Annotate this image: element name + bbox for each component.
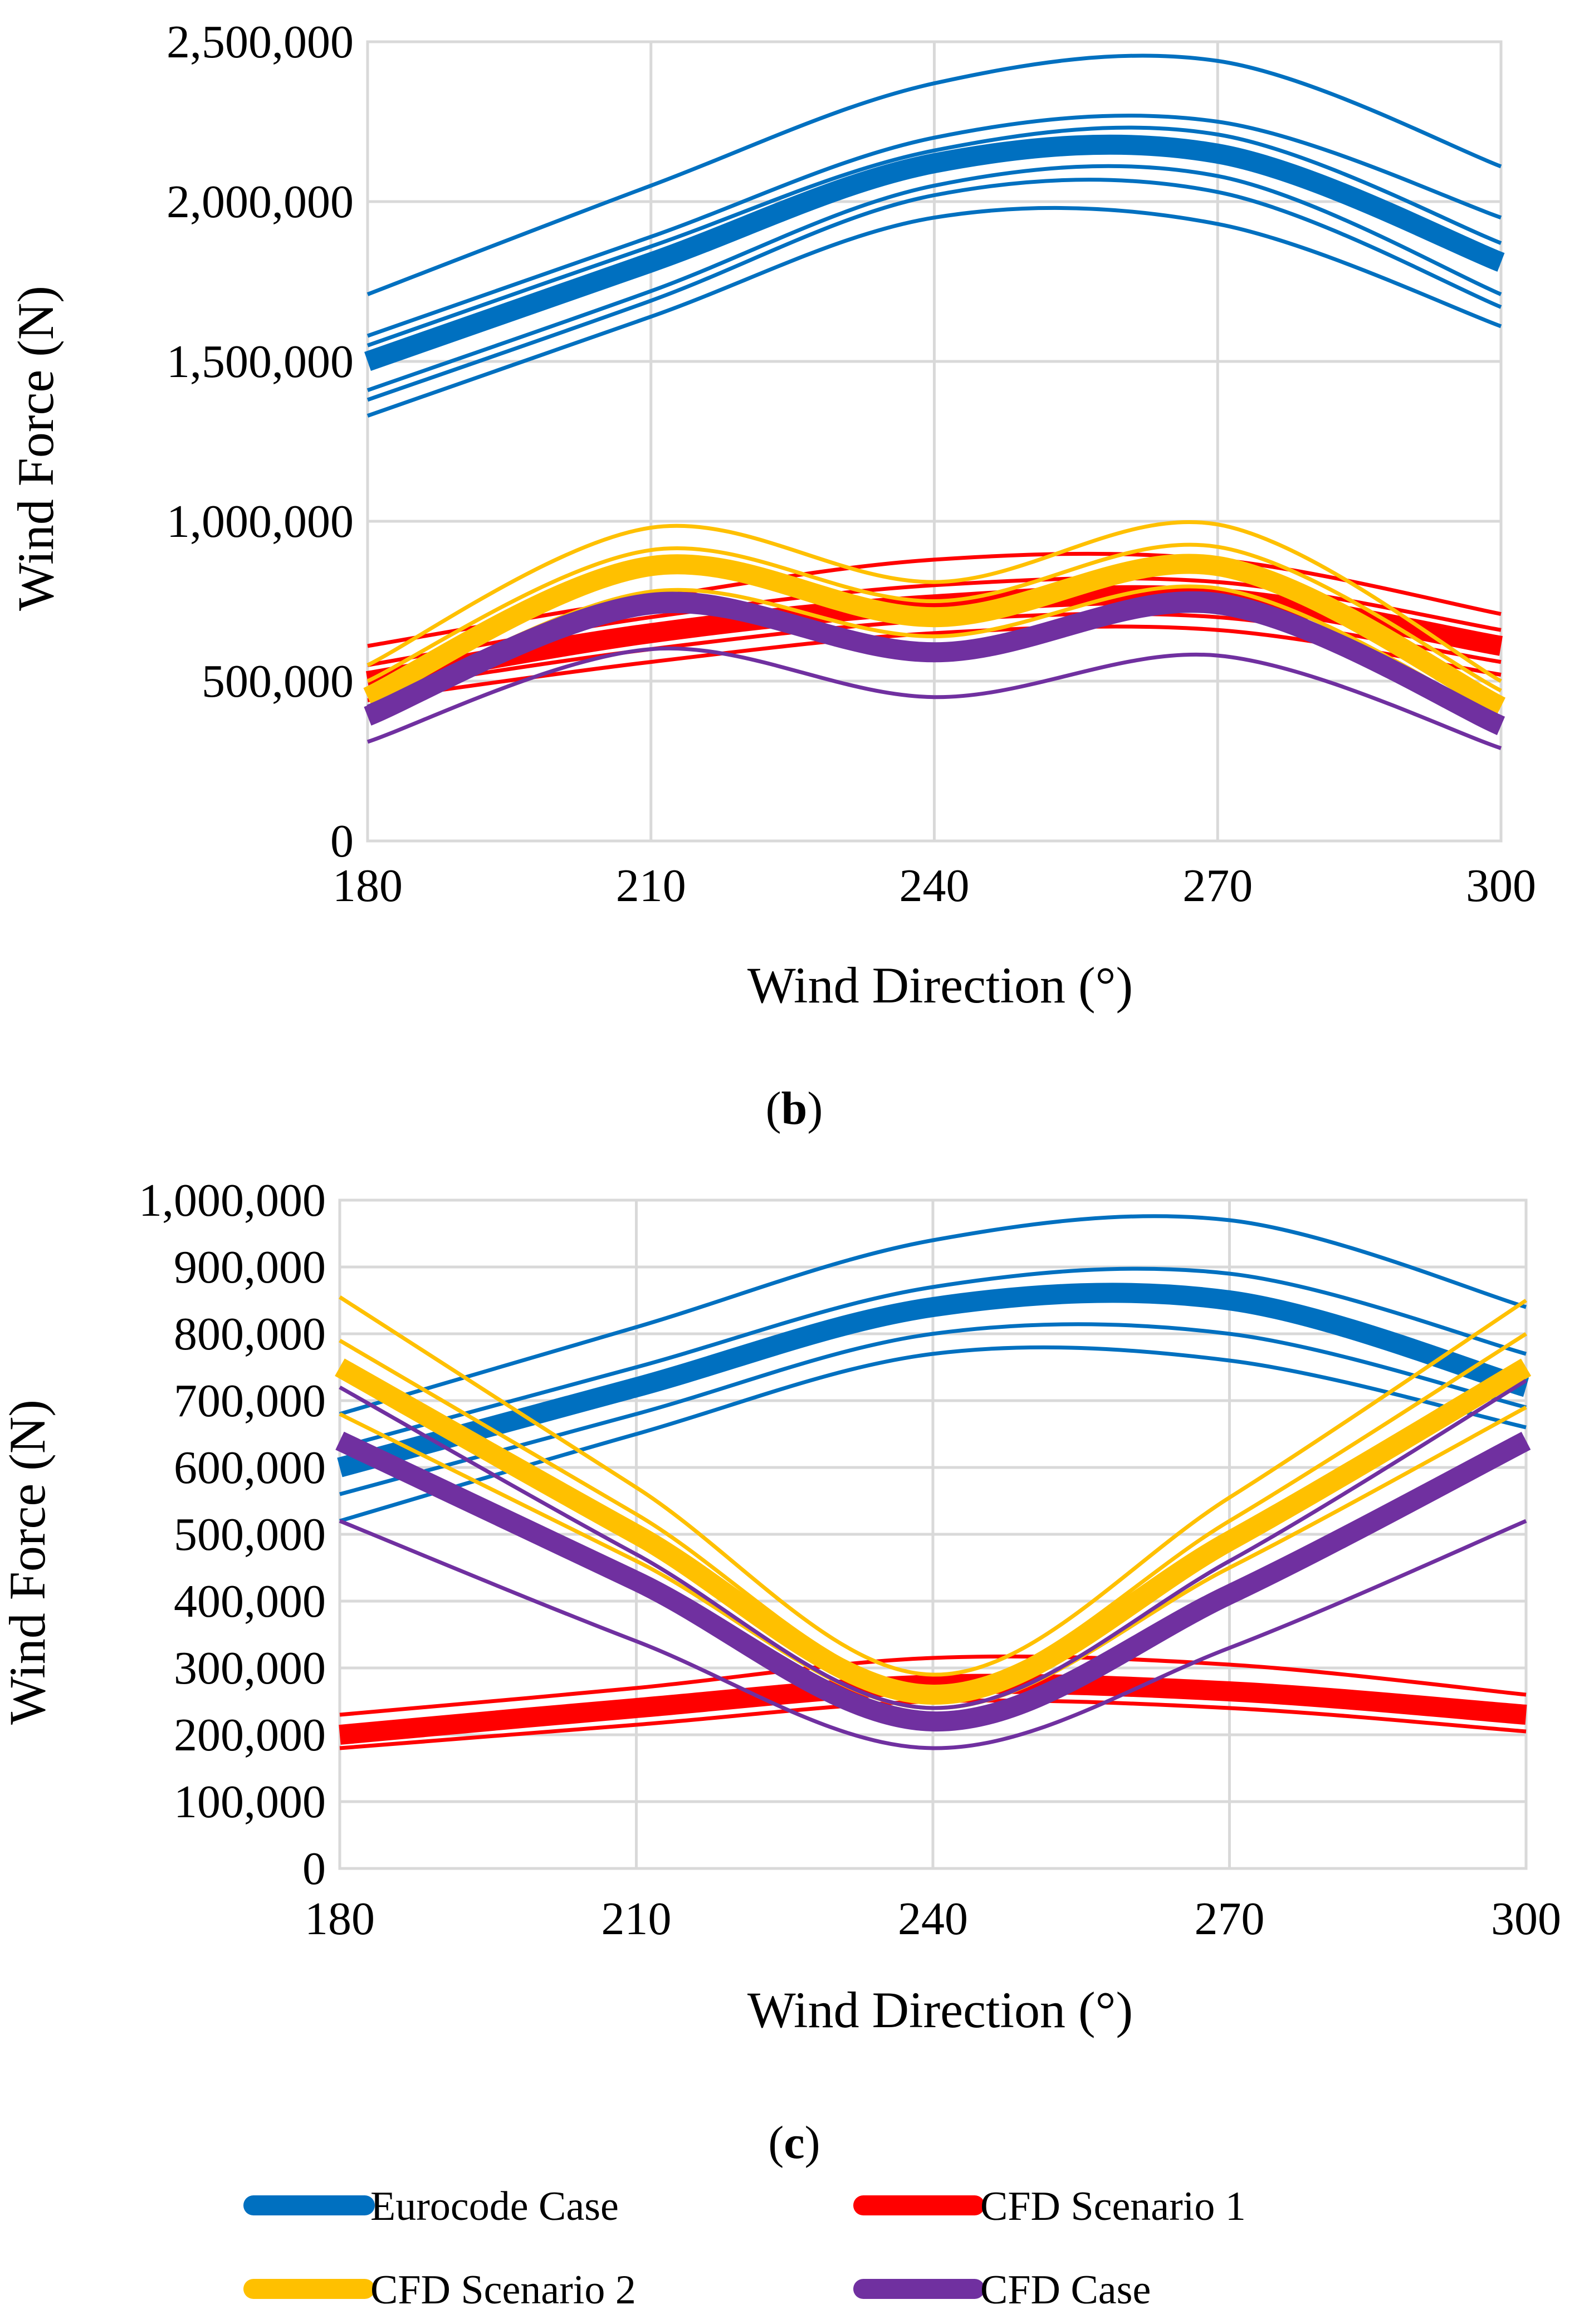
legend-item-eurocode-case: Eurocode Case xyxy=(243,2184,619,2229)
chart-b-series-line-eurocode-case xyxy=(366,53,1502,296)
chart-b-series-line-eurocode-case-mean xyxy=(364,134,1505,371)
chart-b-series-line-cfd-scenario-2 xyxy=(366,542,1502,693)
chart-b-x-tick-label: 270 xyxy=(1182,860,1253,912)
chart-b-x-ticks: 180 210 240 270 300 xyxy=(333,860,1536,912)
legend-item-cfd-scenario-2: CFD Scenario 2 xyxy=(243,2267,636,2313)
chart-c-y-tick-label: 600,000 xyxy=(174,1442,326,1494)
chart-legend: Eurocode Case CFD Scenario 1 CFD Scenari… xyxy=(243,2184,1246,2313)
chart-c-x-tick-label: 180 xyxy=(305,1893,375,1945)
legend-label-cfd-scenario-1: CFD Scenario 1 xyxy=(980,2184,1246,2229)
chart-b-y-tick-label: 1,500,000 xyxy=(167,336,354,388)
chart-b-series-line-cfd-scenario-1 xyxy=(367,551,1502,648)
chart-b-y-axis-label: Wind Force (N) xyxy=(7,286,64,611)
chart-c-y-axis-label: Wind Force (N) xyxy=(0,1400,56,1725)
chart-b-series-line-eurocode-case xyxy=(366,206,1502,418)
chart-b-y-ticks: 0 500,000 1,000,000 1,500,000 2,000,000 2,500… xyxy=(167,16,354,867)
chart-c-series xyxy=(335,1214,1532,1750)
chart-b-x-tick-label: 180 xyxy=(333,860,403,912)
chart-b-grid xyxy=(366,40,1503,843)
chart-b-series-line-eurocode-case xyxy=(366,114,1502,338)
chart-c-x-axis-label: Wind Direction (°) xyxy=(747,1981,1133,2038)
caption-c: (c) xyxy=(768,2117,820,2169)
chart-b-y-tick-label: 500,000 xyxy=(202,655,354,707)
legend-label-eurocode-case: Eurocode Case xyxy=(370,2184,619,2229)
chart-b-series-line-eurocode-case xyxy=(366,178,1502,402)
legend-item-cfd-case: CFD Case xyxy=(853,2267,1151,2313)
chart-c-y-tick-label: 0 xyxy=(302,1843,326,1895)
chart-c-y-ticks: 0 100,000 200,000 300,000 400,000 500,000 600,… xyxy=(139,1175,326,1895)
chart-b-series-line-eurocode-case xyxy=(366,164,1502,393)
chart-c-series-line-eurocode-case xyxy=(339,1214,1527,1416)
chart-c-y-tick-label: 700,000 xyxy=(174,1375,326,1427)
legend-item-cfd-scenario-1: CFD Scenario 1 xyxy=(853,2184,1246,2229)
caption-b: (b) xyxy=(766,1083,823,1134)
chart-b-series-line-cfd-case xyxy=(366,646,1502,750)
chart-c-series-line-cfd-scenario-2 xyxy=(339,1295,1527,1677)
chart-c-y-tick-label: 800,000 xyxy=(174,1308,326,1360)
chart-c-series-line-cfd-scenario-2-mean xyxy=(335,1358,1532,1705)
legend-label-cfd-scenario-2: CFD Scenario 2 xyxy=(370,2267,636,2313)
chart-b-series-line-cfd-case-mean xyxy=(364,593,1505,735)
chart-c-y-tick-label: 1,000,000 xyxy=(139,1175,326,1226)
chart-b-x-tick-label: 240 xyxy=(899,860,970,912)
chart-c-series-line-cfd-scenario-1 xyxy=(339,1654,1527,1717)
chart-c-x-tick-label: 300 xyxy=(1491,1893,1561,1945)
chart-c-series-line-cfd-case xyxy=(339,1379,1527,1710)
chart-c-x-tick-label: 240 xyxy=(898,1893,968,1945)
chart-c-y-tick-label: 400,000 xyxy=(174,1576,326,1627)
chart-b-y-tick-label: 0 xyxy=(330,815,354,867)
chart-panel-b: 0 500,000 1,000,000 1,500,000 2,000,000 2,500… xyxy=(7,16,1536,1014)
chart-c-x-tick-label: 210 xyxy=(602,1893,672,1945)
chart-b-x-tick-label: 300 xyxy=(1466,860,1536,912)
chart-c-series-line-cfd-case-mean xyxy=(335,1431,1531,1732)
chart-c-x-tick-label: 270 xyxy=(1195,1893,1265,1945)
chart-b-series xyxy=(363,53,1506,750)
chart-b-series-line-cfd-scenario-2-mean xyxy=(363,554,1506,716)
chart-c-y-tick-label: 900,000 xyxy=(174,1241,326,1293)
chart-c-y-tick-label: 300,000 xyxy=(174,1642,326,1694)
chart-c-series-line-cfd-case xyxy=(339,1519,1527,1750)
chart-b-y-tick-label: 2,500,000 xyxy=(167,16,354,68)
chart-b-plot-frame xyxy=(366,40,1503,843)
chart-c-y-tick-label: 500,000 xyxy=(174,1509,326,1560)
chart-c-y-tick-label: 100,000 xyxy=(174,1776,326,1828)
chart-c-x-ticks: 180 210 240 270 300 xyxy=(305,1893,1561,1945)
chart-b-y-tick-label: 2,000,000 xyxy=(167,176,354,228)
chart-b-series-line-cfd-scenario-2 xyxy=(366,520,1502,683)
chart-b-x-tick-label: 210 xyxy=(616,860,686,912)
legend-label-cfd-case: CFD Case xyxy=(980,2267,1151,2313)
chart-c-series-line-eurocode-case-mean xyxy=(337,1283,1529,1477)
chart-b-y-tick-label: 1,000,000 xyxy=(167,496,354,547)
chart-c-y-tick-label: 200,000 xyxy=(174,1709,326,1761)
chart-c-plot-frame xyxy=(338,1198,1528,1870)
chart-c-series-line-eurocode-case xyxy=(339,1322,1527,1496)
chart-c-series-line-eurocode-case xyxy=(339,1266,1527,1450)
chart-panel-c: 0 100,000 200,000 300,000 400,000 500,000 600,… xyxy=(0,1175,1561,2038)
chart-b-series-line-eurocode-case xyxy=(366,125,1502,348)
chart-b-x-axis-label: Wind Direction (°) xyxy=(747,957,1133,1014)
